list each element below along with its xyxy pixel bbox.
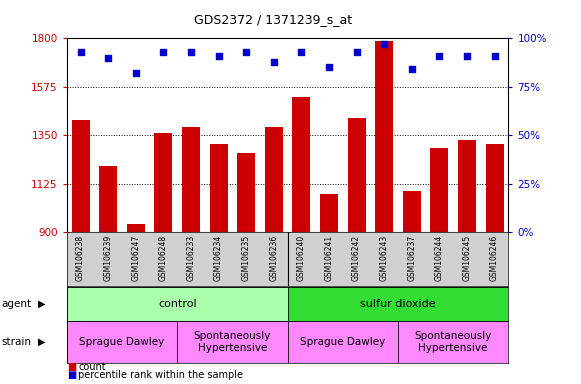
Point — [269, 59, 278, 65]
Point — [352, 49, 361, 55]
Bar — [177, 321, 288, 363]
Bar — [210, 144, 228, 232]
Bar — [67, 287, 288, 321]
Text: GSM106241: GSM106241 — [325, 235, 333, 281]
Point — [407, 66, 417, 73]
Bar — [403, 191, 421, 232]
Point — [324, 65, 333, 71]
Bar — [288, 287, 508, 321]
Text: GSM106239: GSM106239 — [104, 235, 113, 281]
Text: GSM106233: GSM106233 — [187, 235, 195, 281]
Text: GSM106248: GSM106248 — [159, 235, 168, 281]
Text: count: count — [78, 362, 106, 372]
Text: GSM106234: GSM106234 — [214, 235, 223, 281]
Bar — [347, 118, 365, 232]
Text: GSM106244: GSM106244 — [435, 235, 444, 281]
Bar — [71, 120, 89, 232]
Text: GDS2372 / 1371239_s_at: GDS2372 / 1371239_s_at — [194, 13, 352, 26]
Bar — [99, 166, 117, 232]
Bar — [237, 152, 255, 232]
Bar — [320, 194, 338, 232]
Text: sulfur dioxide: sulfur dioxide — [360, 299, 436, 309]
Text: GSM106240: GSM106240 — [297, 235, 306, 281]
Text: GSM106237: GSM106237 — [407, 235, 416, 281]
Point — [131, 70, 141, 76]
Text: GSM106245: GSM106245 — [462, 235, 471, 281]
Bar — [67, 321, 177, 363]
Text: GSM106236: GSM106236 — [270, 235, 278, 281]
Text: GSM106247: GSM106247 — [131, 235, 140, 281]
Point — [462, 53, 472, 59]
Point — [297, 49, 306, 55]
Text: percentile rank within the sample: percentile rank within the sample — [78, 370, 243, 380]
Text: GSM106246: GSM106246 — [490, 235, 499, 281]
Point — [187, 49, 196, 55]
Text: GSM106243: GSM106243 — [380, 235, 389, 281]
Point — [490, 53, 499, 59]
Bar — [375, 41, 393, 232]
Bar — [155, 133, 173, 232]
Point — [76, 49, 85, 55]
Point — [379, 41, 389, 47]
Point — [159, 49, 168, 55]
Text: ▶: ▶ — [38, 337, 45, 347]
Bar — [265, 127, 283, 232]
Bar — [127, 224, 145, 232]
Point — [214, 53, 223, 59]
Bar — [292, 96, 310, 232]
Text: Spontaneously
Hypertensive: Spontaneously Hypertensive — [193, 331, 271, 353]
Text: GSM106235: GSM106235 — [242, 235, 250, 281]
Text: GSM106242: GSM106242 — [352, 235, 361, 281]
Text: ■: ■ — [67, 370, 76, 380]
Text: Sprague Dawley: Sprague Dawley — [300, 337, 385, 347]
Point — [242, 49, 251, 55]
Point — [103, 55, 113, 61]
Text: strain: strain — [1, 337, 31, 347]
Bar — [182, 127, 200, 232]
Point — [435, 53, 444, 59]
Bar — [458, 140, 476, 232]
Text: control: control — [158, 299, 196, 309]
Bar — [486, 144, 504, 232]
Bar — [431, 148, 449, 232]
Text: Spontaneously
Hypertensive: Spontaneously Hypertensive — [414, 331, 492, 353]
Text: GSM106238: GSM106238 — [76, 235, 85, 281]
Text: Sprague Dawley: Sprague Dawley — [80, 337, 164, 347]
Text: agent: agent — [1, 299, 31, 309]
Bar — [398, 321, 508, 363]
Bar — [288, 321, 398, 363]
Text: ■: ■ — [67, 362, 76, 372]
Text: ▶: ▶ — [38, 299, 45, 309]
